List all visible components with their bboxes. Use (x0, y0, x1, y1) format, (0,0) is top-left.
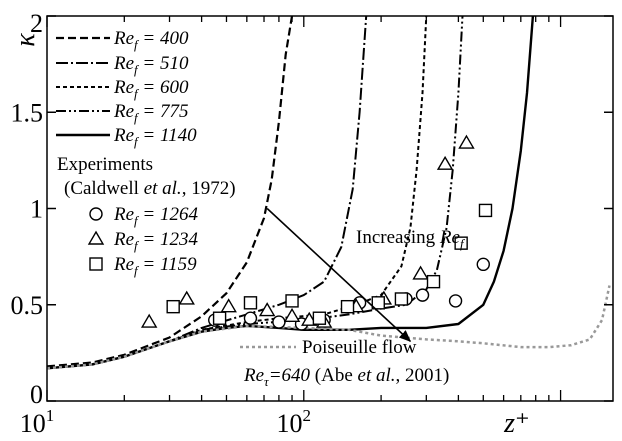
legend-label-1140: Ref = 1140 (113, 125, 197, 149)
x-axis-label: z⁺ (503, 408, 530, 439)
data-point-square-6 (371, 296, 385, 310)
series-line-1 (47, 16, 368, 370)
data-point-triangle-2 (220, 298, 237, 313)
data-point-triangle-11 (458, 134, 475, 149)
y-tick-label-2: 1 (30, 195, 43, 224)
data-point-circle-1 (243, 311, 258, 325)
increasing-annotation: Increasing Ref (356, 227, 466, 251)
series-line-0 (47, 16, 294, 368)
x-tick-label-0: 101 (20, 406, 55, 438)
data-point-square-1 (212, 311, 227, 325)
tick-layer: 0 0.5 1 1.5 2 101 102 (11, 9, 613, 438)
marker-layer (140, 134, 493, 331)
poiseuille-label: Poiseuille flow (302, 337, 417, 358)
increasing-arrow (266, 207, 412, 343)
legend-label-600: Ref = 600 (113, 77, 189, 101)
legend-label-1234: Ref = 1234 (113, 229, 198, 253)
experiments-title: Experiments (57, 154, 153, 175)
legend: Ref = 400 Ref = 510 Ref = 600 Ref = 775 … (56, 28, 236, 278)
legend-marker-square (89, 257, 103, 271)
legend-marker-circle (89, 207, 103, 221)
data-point-circle-7 (415, 288, 430, 302)
data-point-circle-8 (448, 294, 463, 308)
legend-marker-triangle (87, 230, 105, 245)
legend-label-510: Ref = 510 (113, 53, 189, 77)
data-point-circle-2 (272, 315, 286, 329)
data-point-triangle-9 (412, 265, 429, 280)
data-point-square-4 (312, 311, 327, 325)
data-point-square-7 (394, 292, 409, 306)
data-point-triangle-1 (178, 290, 195, 305)
data-point-square-2 (243, 296, 258, 310)
legend-label-1159: Ref = 1159 (113, 254, 197, 278)
data-point-square-3 (285, 294, 299, 308)
data-point-triangle-3 (258, 302, 276, 317)
y-tick-label-1: 0.5 (11, 291, 44, 320)
abe-citation: Reτ=640 (Abe et al., 2001) (243, 365, 449, 389)
data-point-square-8 (426, 274, 441, 289)
data-point-square-10 (478, 203, 493, 218)
y-tick-label-3: 1.5 (11, 98, 44, 127)
data-point-triangle-10 (436, 155, 454, 170)
data-point-square-9 (454, 236, 468, 250)
experiments-citation: (Caldwell et al., 1972) (64, 178, 236, 199)
data-point-square-5 (340, 299, 355, 314)
y-tick-label-4: 2 (30, 9, 43, 38)
data-point-triangle-4 (283, 307, 301, 322)
y-tick-label-0: 0 (30, 380, 43, 409)
legend-label-400: Ref = 400 (113, 28, 189, 52)
legend-label-775: Ref = 775 (113, 101, 189, 125)
legend-label-1264: Ref = 1264 (113, 204, 198, 228)
data-point-square-0 (166, 299, 180, 314)
data-point-triangle-0 (140, 313, 158, 328)
series-line-3 (47, 16, 464, 370)
y-axis-label: κ (10, 33, 41, 47)
data-point-circle-9 (476, 257, 490, 272)
x-tick-label-1: 102 (277, 406, 312, 438)
series-line-4 (47, 16, 535, 370)
